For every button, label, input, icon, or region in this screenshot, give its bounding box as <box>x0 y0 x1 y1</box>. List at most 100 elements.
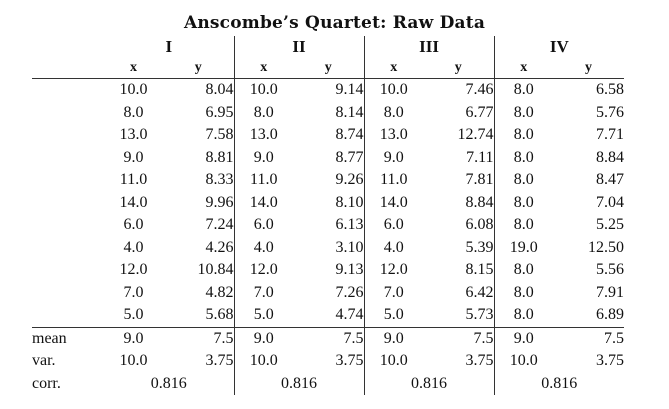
x-value-ii: 10.0 <box>249 81 278 98</box>
anscombe-table: I II III IV x y x y x y x y 10.0 8.04 10.0… <box>32 36 625 395</box>
y-value-iii: 5.73 <box>423 304 495 327</box>
variance-row: var. 10.0 3.75 10.0 3.75 10.0 3.75 10.0 … <box>32 350 624 373</box>
data-body: 10.0 8.04 10.0 9.14 10.0 7.46 8.0 6.58 8.0 6.95 8.… <box>32 78 625 327</box>
x-value-ii: 5.0 <box>253 306 274 323</box>
mean-y-i: 7.5 <box>163 326 235 350</box>
axis-header-row: x y x y x y x y <box>32 58 625 79</box>
y-value-ii: 6.13 <box>293 214 365 237</box>
x-value-iv: 8.0 <box>513 306 534 323</box>
x-header: x <box>104 58 163 79</box>
x-value-i: 8.0 <box>123 103 144 121</box>
y-value-iii: 7.81 <box>423 169 495 192</box>
y-value-iii: 6.08 <box>423 214 495 237</box>
x-value-iv: 8.0 <box>513 148 534 166</box>
y-value-ii: 7.26 <box>293 281 365 304</box>
row-label-empty <box>32 304 104 327</box>
page-title: Anscombe’s Quartet: Raw Data <box>183 13 486 33</box>
stat-label-corr: corr. <box>32 374 61 392</box>
y-value-iv: 5.76 <box>596 103 625 121</box>
x-value-iii: 11.0 <box>380 171 408 188</box>
x-value-ii: 12.0 <box>249 261 278 278</box>
corr-i: 0.816 <box>104 372 235 395</box>
y-value-ii: 8.10 <box>293 191 365 214</box>
group-header-ii: II <box>234 36 365 58</box>
row-label-empty <box>32 192 104 215</box>
x-value-i: 12.0 <box>119 261 148 278</box>
x-value-iii: 4.0 <box>383 238 404 256</box>
var-x-i: 10.0 <box>119 352 148 369</box>
mean-x-ii: 9.0 <box>234 326 293 350</box>
mean-x-iii: 9.0 <box>364 326 424 350</box>
x-value-i: 14.0 <box>119 193 148 211</box>
y-value-ii: 9.14 <box>293 78 365 102</box>
x-value-iii: 9.0 <box>383 148 404 166</box>
group-header-iv: IV <box>549 37 569 56</box>
table-row: 6.0 7.24 6.0 6.13 6.0 6.08 8.0 5.25 <box>32 214 624 237</box>
corr-iv: 0.816 <box>541 374 578 392</box>
y-value-ii: 4.74 <box>293 304 365 327</box>
y-value-iv: 12.50 <box>588 238 625 256</box>
y-value-i: 6.95 <box>163 101 235 124</box>
x-value-iv: 8.0 <box>513 171 534 188</box>
x-value-iv: 8.0 <box>513 283 534 301</box>
var-x-iv: 10.0 <box>509 352 538 369</box>
x-value-i: 13.0 <box>119 126 148 143</box>
group-header-row: I II III IV <box>32 36 624 58</box>
table-row: 8.0 6.95 8.0 8.14 8.0 6.77 8.0 5.76 <box>32 101 625 125</box>
row-label-empty <box>32 237 104 260</box>
x-value-i: 9.0 <box>123 148 144 166</box>
table-row: 9.0 8.81 9.0 8.77 9.0 7.11 8.0 8.84 <box>32 146 625 170</box>
x-value-i: 6.0 <box>123 216 144 233</box>
row-label-empty <box>32 102 104 125</box>
var-y-iii: 3.75 <box>423 350 495 373</box>
y-value-iii: 12.74 <box>423 124 495 147</box>
var-x-ii: 10.0 <box>249 352 278 369</box>
x-value-i: 11.0 <box>119 171 148 188</box>
table-row: 5.0 5.68 5.0 4.74 5.0 5.73 8.0 6.89 <box>32 304 624 327</box>
table-row: 13.0 7.58 13.0 8.74 13.0 12.74 8.0 7.71 <box>32 124 624 147</box>
x-value-iv: 8.0 <box>513 126 534 143</box>
mean-x-iv: 9.0 <box>494 326 554 350</box>
var-y-ii: 3.75 <box>293 350 365 373</box>
correlation-row: corr. 0.816 0.816 0.816 0.816 <box>32 372 624 395</box>
group-header-i: I <box>104 36 235 58</box>
x-value-iv: 8.0 <box>513 193 534 211</box>
row-label-empty <box>32 214 104 237</box>
stats-body: mean 9.0 7.5 9.0 7.5 9.0 7.5 9.0 7.5 var… <box>32 326 625 395</box>
table-row: 14.0 9.96 14.0 8.10 14.0 8.84 8.0 7.04 <box>32 191 624 215</box>
var-y-iv: 3.75 <box>596 352 625 369</box>
corr-iii: 0.816 <box>364 372 495 395</box>
y-value-i: 7.58 <box>163 124 235 147</box>
row-label-empty <box>32 147 104 170</box>
y-value-iii: 6.77 <box>423 101 495 124</box>
x-value-i: 4.0 <box>123 238 144 256</box>
row-label-empty <box>32 124 104 147</box>
y-header: y <box>293 58 365 79</box>
y-value-iii: 8.84 <box>423 191 495 214</box>
x-value-ii: 6.0 <box>253 216 274 233</box>
x-value-iii: 14.0 <box>379 193 408 211</box>
table-row: 10.0 8.04 10.0 9.14 10.0 7.46 8.0 6.58 <box>32 78 625 102</box>
x-value-iii: 12.0 <box>379 261 408 278</box>
var-y-i: 3.75 <box>163 350 235 373</box>
y-value-iv: 8.84 <box>596 148 625 166</box>
mean-x-i: 9.0 <box>104 326 163 350</box>
y-value-ii: 8.74 <box>293 124 365 147</box>
y-value-i: 8.81 <box>163 146 235 169</box>
x-header: x <box>494 58 554 79</box>
mean-y-iii: 7.5 <box>423 326 495 350</box>
y-value-iv: 6.58 <box>596 81 625 98</box>
x-value-iii: 6.0 <box>383 216 404 233</box>
row-label-empty <box>32 79 104 102</box>
y-header: y <box>423 58 495 79</box>
x-value-i: 5.0 <box>123 306 144 323</box>
y-value-i: 4.82 <box>163 281 235 304</box>
y-value-i: 5.68 <box>163 304 235 327</box>
x-value-ii: 13.0 <box>249 126 278 143</box>
x-value-ii: 11.0 <box>250 171 278 188</box>
x-value-ii: 8.0 <box>253 103 274 121</box>
table-row: 11.0 8.33 11.0 9.26 11.0 7.81 8.0 8.47 <box>32 169 624 192</box>
x-header: x <box>234 58 293 79</box>
table-row: 4.0 4.26 4.0 3.10 4.0 5.39 19.0 12.50 <box>32 236 625 260</box>
y-header: y <box>163 58 235 79</box>
